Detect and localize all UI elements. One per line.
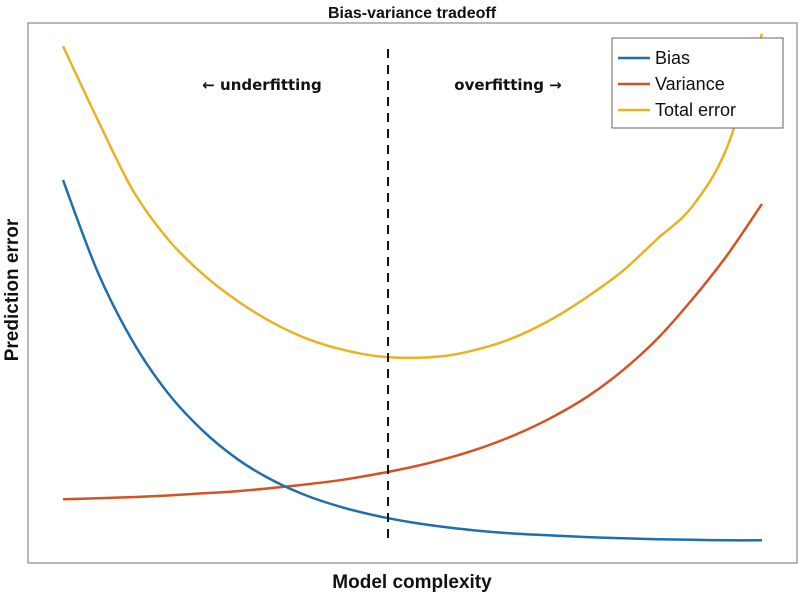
legend: Bias Variance Total error (611, 37, 784, 129)
legend-label-variance: Variance (655, 74, 725, 94)
overfitting-annotation: overfitting → (454, 76, 561, 94)
y-axis-label: Prediction error (2, 218, 23, 361)
chart-title: Bias-variance tradeoff (328, 5, 497, 22)
series-line-bias (61, 179, 763, 542)
x-axis-label: Model complexity (332, 572, 492, 593)
legend-label-bias: Bias (655, 48, 690, 68)
series-line-variance (62, 203, 764, 501)
series-line-total-error (61, 33, 764, 360)
underfitting-annotation: ← underfitting (202, 76, 321, 94)
legend-label-total-error: Total error (655, 100, 736, 120)
